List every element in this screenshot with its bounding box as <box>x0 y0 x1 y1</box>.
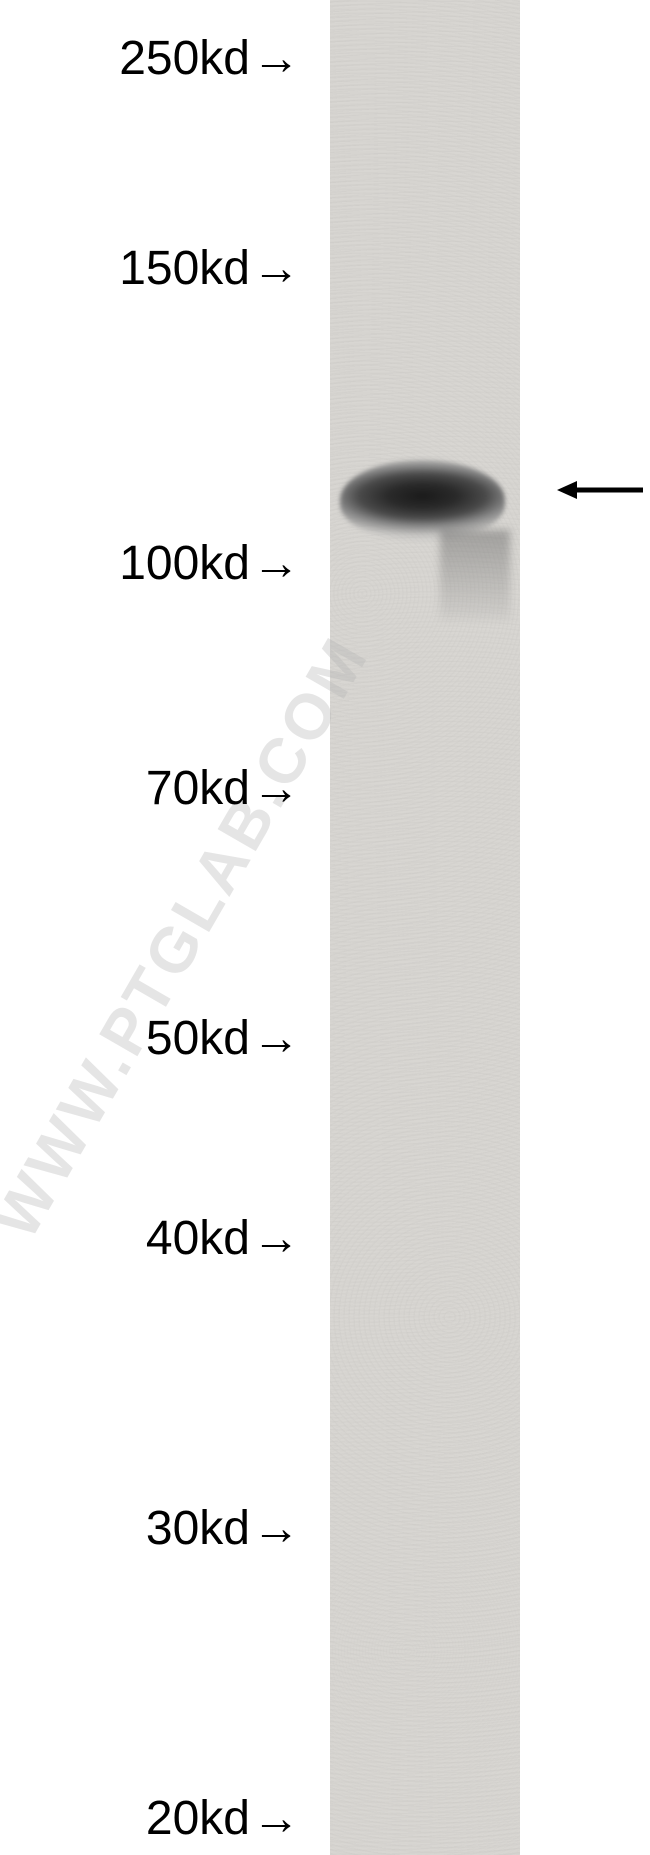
blot-lane <box>330 0 520 1855</box>
marker-label-text: 150kd <box>119 242 250 295</box>
marker-label-text: 30kd <box>146 1502 250 1555</box>
marker-arrow-icon: → <box>252 761 300 816</box>
protein-band <box>340 460 505 540</box>
marker-100kd: 100kd→ <box>119 536 300 591</box>
marker-150kd: 150kd→ <box>119 241 300 296</box>
marker-50kd: 50kd→ <box>146 1011 300 1066</box>
marker-arrow-icon: → <box>252 1011 300 1066</box>
protein-band-smear <box>440 530 510 620</box>
marker-label-text: 50kd <box>146 1012 250 1065</box>
marker-arrow-icon: → <box>252 241 300 296</box>
marker-arrow-icon: → <box>252 1791 300 1846</box>
marker-70kd: 70kd→ <box>146 761 300 816</box>
marker-arrow-icon: → <box>252 31 300 86</box>
marker-label-text: 100kd <box>119 537 250 590</box>
marker-label-text: 40kd <box>146 1212 250 1265</box>
western-blot-figure: WWW.PTGLAB.COM 250kd→ 150kd→ 100kd→ 70kd… <box>0 0 650 1855</box>
marker-20kd: 20kd→ <box>146 1791 300 1846</box>
marker-label-text: 20kd <box>146 1792 250 1845</box>
marker-30kd: 30kd→ <box>146 1501 300 1556</box>
marker-40kd: 40kd→ <box>146 1211 300 1266</box>
marker-arrow-icon: → <box>252 1211 300 1266</box>
marker-arrow-icon: → <box>252 1501 300 1556</box>
watermark-text: WWW.PTGLAB.COM <box>0 623 383 1250</box>
band-indicator-arrow <box>555 475 645 505</box>
marker-250kd: 250kd→ <box>119 31 300 86</box>
marker-label-text: 250kd <box>119 32 250 85</box>
marker-arrow-icon: → <box>252 536 300 591</box>
marker-label-text: 70kd <box>146 762 250 815</box>
